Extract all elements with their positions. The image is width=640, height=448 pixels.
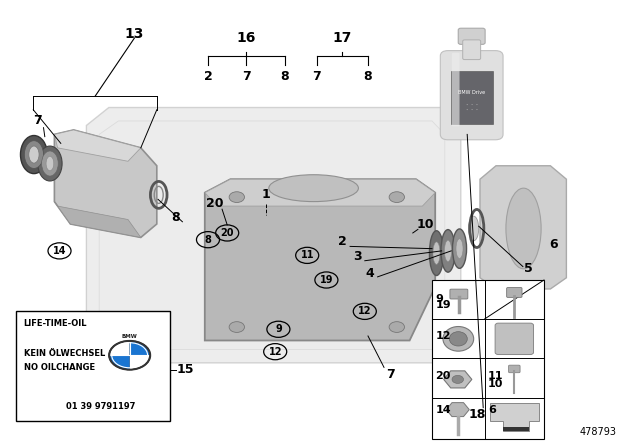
Text: •  •  •
•  •  •: • • • • • • [466,103,477,112]
Wedge shape [130,341,150,355]
Text: 9: 9 [275,324,282,334]
Text: KEIN ÖLWECHSEL: KEIN ÖLWECHSEL [24,349,105,358]
Text: 15: 15 [177,363,195,376]
Text: 8: 8 [172,211,180,224]
Text: 11: 11 [300,250,314,260]
Ellipse shape [456,239,463,258]
Text: 20: 20 [205,197,223,211]
Text: BMW Drive: BMW Drive [458,90,485,95]
Ellipse shape [445,240,452,262]
Text: 12: 12 [358,306,372,316]
Wedge shape [110,355,130,369]
Text: 3: 3 [353,250,362,263]
Text: 478793: 478793 [580,427,617,437]
Polygon shape [99,121,445,349]
Text: 8: 8 [280,69,289,83]
Ellipse shape [24,141,44,168]
FancyBboxPatch shape [451,71,493,124]
Ellipse shape [506,188,541,269]
Ellipse shape [429,231,444,276]
FancyBboxPatch shape [507,288,522,297]
Text: 18: 18 [468,408,486,421]
Circle shape [229,192,244,202]
Text: 17: 17 [333,31,352,45]
Text: 12: 12 [268,347,282,357]
Ellipse shape [269,175,358,202]
Text: 16: 16 [237,31,256,45]
Text: 9: 9 [435,294,443,304]
Text: 13: 13 [125,26,144,41]
Ellipse shape [20,135,47,174]
Text: 19: 19 [319,275,333,285]
Polygon shape [205,179,435,340]
FancyBboxPatch shape [440,51,503,140]
Text: 4: 4 [365,267,374,280]
Text: 7: 7 [312,69,321,83]
Ellipse shape [42,151,58,176]
Ellipse shape [449,332,467,346]
Text: 6: 6 [549,237,558,251]
Text: 2: 2 [338,235,347,249]
Text: 6: 6 [488,405,496,414]
FancyBboxPatch shape [452,53,460,126]
Polygon shape [205,179,435,206]
Bar [432,280,544,439]
Text: 14: 14 [52,246,67,256]
Text: 14: 14 [435,405,451,414]
Text: 10: 10 [488,379,503,389]
Text: 12: 12 [435,332,451,341]
FancyBboxPatch shape [463,40,481,60]
Text: 20: 20 [220,228,234,238]
Ellipse shape [38,146,62,181]
Ellipse shape [29,146,39,163]
FancyBboxPatch shape [509,365,520,373]
Ellipse shape [46,156,54,171]
Polygon shape [86,108,461,363]
Polygon shape [54,130,141,161]
Text: NO OILCHANGE: NO OILCHANGE [24,363,95,372]
Polygon shape [54,202,141,237]
Wedge shape [130,355,150,369]
Text: 01 39 9791197: 01 39 9791197 [66,402,135,411]
Circle shape [229,322,244,332]
Ellipse shape [441,229,455,272]
Text: 20: 20 [435,371,451,381]
Text: 7: 7 [33,114,42,128]
Bar [502,427,529,431]
Circle shape [389,192,404,202]
FancyBboxPatch shape [495,323,534,354]
Circle shape [389,322,404,332]
Text: 7: 7 [242,69,251,83]
Polygon shape [54,130,157,237]
FancyBboxPatch shape [458,28,485,44]
FancyBboxPatch shape [450,289,468,299]
Text: 8: 8 [205,235,211,245]
Ellipse shape [468,216,479,241]
Ellipse shape [443,327,474,351]
Circle shape [109,341,150,370]
Text: 10: 10 [417,217,435,231]
Text: 11: 11 [488,371,503,381]
Circle shape [452,375,463,383]
Polygon shape [480,166,566,289]
Text: LIFE-TIME-OIL: LIFE-TIME-OIL [24,319,87,328]
Text: 19: 19 [435,300,451,310]
Text: 7: 7 [386,367,395,381]
Text: 1: 1 [261,188,270,202]
Text: BMW: BMW [122,334,138,339]
Text: 5: 5 [524,262,532,276]
Text: 2: 2 [204,69,212,83]
Bar [16,311,170,421]
Wedge shape [110,341,130,355]
Ellipse shape [433,242,440,264]
Text: 8: 8 [364,69,372,83]
Polygon shape [490,403,539,431]
Ellipse shape [452,229,467,268]
